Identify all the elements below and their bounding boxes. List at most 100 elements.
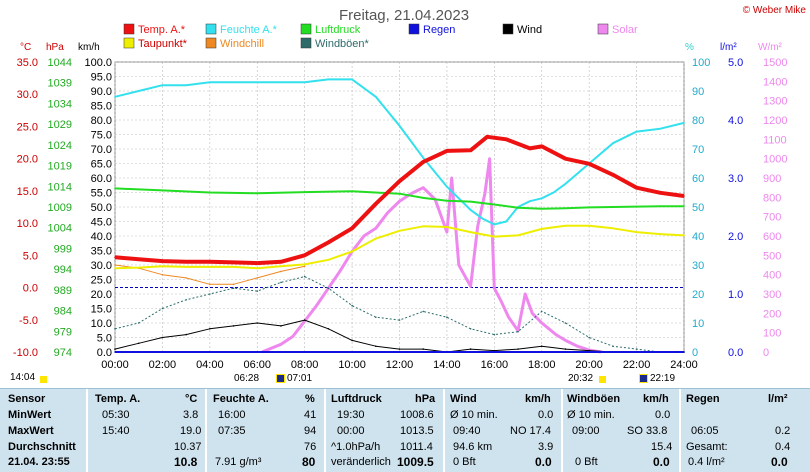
header-humidity-unit: % [305, 393, 315, 405]
series-point [422, 161, 425, 163]
series-point [683, 195, 685, 197]
axis-unit-solar_wm2: W/m² [758, 42, 783, 53]
series-point [493, 203, 496, 206]
axis-tick-temp_c: 15.0 [17, 186, 38, 198]
header-wind: Wind [450, 393, 477, 405]
series-point [161, 336, 164, 339]
min-wind-label: Ø 10 min. [450, 409, 498, 421]
header-gust-unit: km/h [643, 393, 669, 405]
legend-label-gust: Windböen* [315, 38, 370, 50]
sunset-time-label: 20:32 [568, 373, 594, 384]
series-point [422, 156, 425, 159]
series-point [469, 328, 472, 330]
avg-temp-value: 10.37 [174, 441, 202, 453]
legend-swatch-wind [502, 23, 514, 35]
series-point [280, 81, 282, 84]
legend-label-wind: Wind [517, 24, 542, 36]
axis-tick-pressure_hpa: 1014 [48, 181, 72, 193]
series-point [635, 186, 638, 189]
series-point [351, 304, 353, 307]
x-tick-label: 06:00 [243, 359, 271, 371]
series-point [481, 217, 484, 220]
header-pressure-unit: hPa [415, 393, 436, 405]
series-point [422, 310, 425, 313]
axis-tick-wind_kmh: 95.0 [91, 72, 112, 84]
series-point [540, 197, 543, 200]
axis-tick-wind_kmh: 70.0 [91, 144, 112, 156]
x-tick-label: 14:00 [433, 359, 461, 371]
series-point [256, 81, 259, 84]
series-point [486, 135, 489, 138]
sunset2-time-label: 22:19 [650, 373, 676, 384]
x-axis-labels: 00:00 02:00 04:00 06:00 08:00 10:00 12:00 14:00… [101, 359, 698, 371]
min-wind-value: 0.0 [538, 409, 554, 421]
series-point [612, 142, 614, 144]
max-rain-time: 06:05 [691, 425, 719, 437]
axis-tick-humidity_pct: 20 [692, 289, 704, 301]
axis-tick-humidity_pct: 0 [692, 347, 698, 359]
axis-tick-temp_c: 30.0 [17, 89, 38, 101]
series-point [351, 339, 353, 342]
max-temp-time: 15:40 [102, 425, 130, 437]
axis-tick-solar_wm2: 1100 [763, 134, 787, 146]
axis-tick-humidity_pct: 40 [692, 231, 704, 243]
axis-tick-pressure_hpa: 1034 [48, 98, 72, 110]
series-point [398, 200, 401, 202]
series-point [469, 348, 472, 350]
series-point [588, 349, 590, 352]
series-point [292, 335, 294, 338]
legend-swatch-humidity [205, 23, 217, 35]
legend-label-rain: Regen [423, 24, 455, 36]
series-point [457, 264, 460, 266]
series-point [422, 186, 425, 189]
series-point [327, 259, 330, 261]
header-gust: Windböen [567, 393, 621, 405]
series-point [529, 200, 531, 202]
x-tick-label: 02:00 [149, 359, 177, 371]
axis-tick-wind_kmh: 45.0 [91, 217, 112, 229]
series-point [588, 224, 590, 227]
series-point [469, 285, 472, 288]
axis-tick-pressure_hpa: 974 [54, 347, 72, 359]
series-point [422, 225, 425, 228]
now-wind-value: 0.0 [535, 455, 552, 469]
series-point [256, 267, 259, 270]
axis-unit-humidity_pct: % [685, 42, 694, 53]
max-pressure-value: 1013.5 [400, 425, 434, 437]
min-pressure-time: 19:30 [337, 409, 365, 421]
row-min-label: MinWert [8, 409, 52, 421]
series-point [256, 192, 259, 195]
axis-unit-wind_kmh: km/h [78, 42, 100, 53]
series-point [576, 345, 579, 348]
legend-swatch-solar [597, 23, 609, 35]
series-point [374, 345, 377, 348]
rain-total-value: 0.4 [775, 441, 791, 453]
min-temp-time: 05:30 [102, 409, 130, 421]
axis-tick-wind_kmh: 5.0 [97, 333, 112, 345]
series-point [137, 90, 140, 92]
wind-distance: 94.6 km [453, 441, 493, 453]
axis-tick-wind_kmh: 55.0 [91, 188, 112, 200]
series-point [114, 328, 116, 330]
series-point [161, 265, 164, 268]
series-point [114, 256, 116, 259]
series-point [161, 189, 164, 192]
max-wind-direction: NO 17.4 [510, 425, 551, 437]
series-point [612, 206, 614, 208]
axis-tick-pressure_hpa: 1039 [48, 78, 72, 90]
series-point [505, 220, 507, 223]
axis-tick-pressure_hpa: 999 [54, 243, 72, 255]
series-line-temp-a [114, 134, 685, 266]
series-point [303, 275, 306, 278]
sunset-icon [639, 374, 648, 383]
legend-label-dew: Taupunkt* [138, 38, 188, 50]
series-point [303, 254, 306, 257]
header-pressure: Luftdruck [331, 393, 382, 405]
axis-tick-rain_lm2: 5.0 [728, 57, 743, 69]
series-point [422, 348, 425, 350]
axis-tick-humidity_pct: 90 [692, 86, 704, 98]
max-temp-value: 19.0 [180, 425, 202, 437]
series-point [540, 207, 543, 210]
series-point [256, 262, 259, 264]
axis-tick-humidity_pct: 60 [692, 173, 704, 185]
